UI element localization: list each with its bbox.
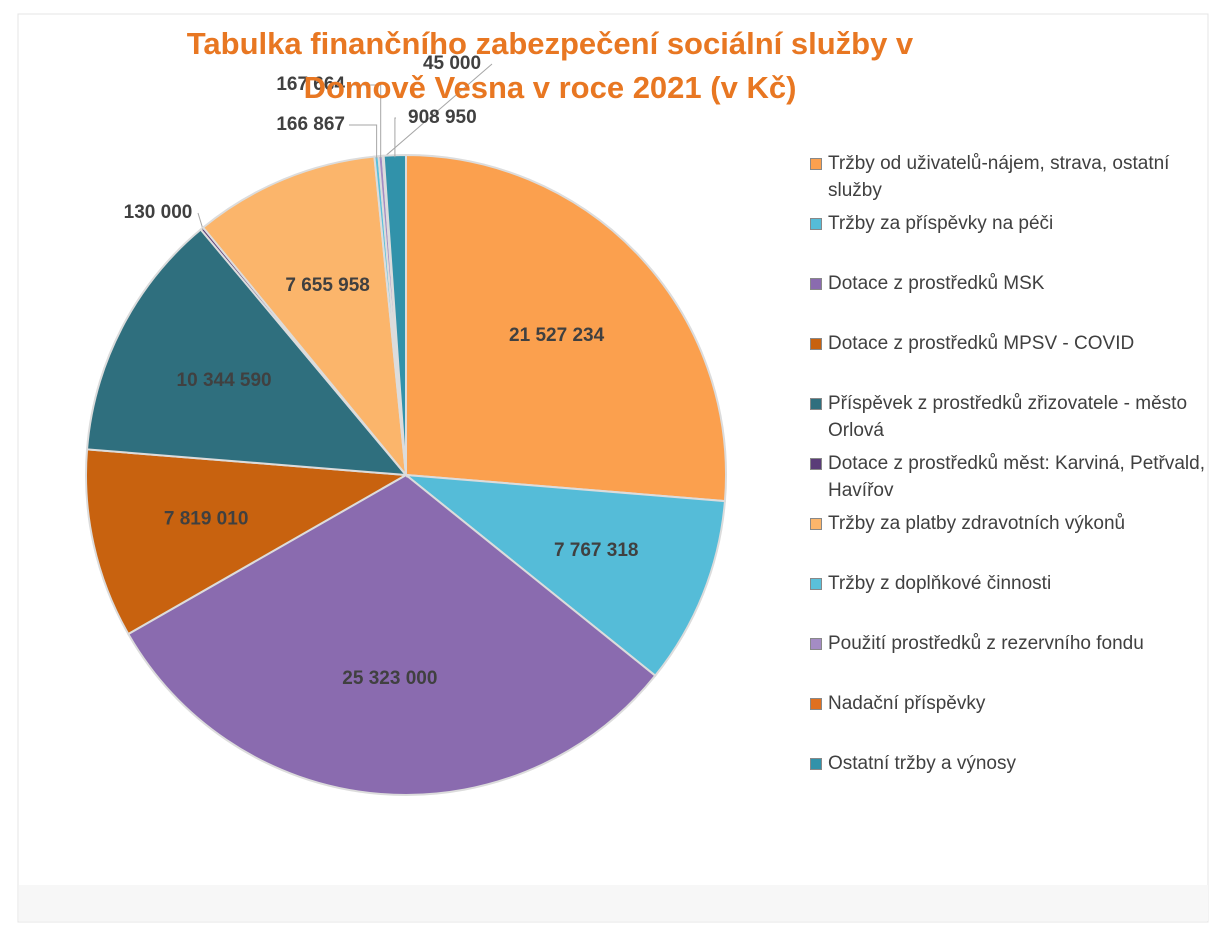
legend-item: Dotace z prostředků MSK: [808, 270, 1208, 330]
data-label: 7 655 958: [285, 275, 370, 296]
data-label: 21 527 234: [509, 325, 605, 346]
leader-line: [394, 117, 396, 158]
frame: [17, 13, 1209, 923]
data-label: 25 323 000: [342, 668, 437, 689]
legend-label: Příspěvek z prostředků zřizovatele - měs…: [828, 393, 1188, 441]
data-label: 166 867: [276, 114, 345, 135]
legend-item: Tržby z doplňkové činnosti: [808, 570, 1208, 630]
data-label: 7 819 010: [164, 509, 249, 530]
legend-label: Dotace z prostředků měst: Karviná, Petřv…: [828, 453, 1205, 501]
legend-swatch: [810, 638, 822, 650]
data-label: 10 344 590: [177, 370, 272, 391]
legend-item: Ostatní tržby a výnosy: [808, 750, 1208, 810]
legend-label: Ostatní tržby a výnosy: [828, 753, 1016, 774]
legend-item: Dotace z prostředků měst: Karviná, Petřv…: [808, 450, 1208, 510]
legend-label: Tržby od uživatelů-nájem, strava, ostatn…: [828, 153, 1170, 201]
footer-band: [19, 885, 1208, 921]
legend-swatch: [810, 578, 822, 590]
legend-item: Tržby za platby zdravotních výkonů: [808, 510, 1208, 570]
legend-label: Tržby za příspěvky na péči: [828, 213, 1054, 234]
pie-slice: [126, 473, 657, 796]
data-label: 167 664: [276, 74, 345, 95]
legend-label: Tržby za platby zdravotních výkonů: [828, 513, 1126, 534]
legend-item: Tržby za příspěvky na péči: [808, 210, 1208, 270]
pie: 21 527 234 7 767 318 25 323 000 7 819 010 10…: [85, 53, 727, 796]
legend-swatch: [810, 218, 822, 230]
legend-item: Tržby od uživatelů-nájem, strava, ostatn…: [808, 150, 1208, 210]
data-label: 130 000: [124, 202, 193, 223]
legend-swatch: [810, 398, 822, 410]
pie-slice: [405, 153, 727, 503]
data-label: 908 950: [408, 107, 477, 128]
legend-item: Použití prostředků z rezervního fondu: [808, 630, 1208, 690]
legend-label: Tržby z doplňkové činnosti: [828, 573, 1052, 594]
legend-label: Dotace z prostředků MSK: [828, 273, 1045, 294]
legend-swatch: [810, 698, 822, 710]
data-label: 7 767 318: [554, 540, 639, 561]
pie-slice: [85, 228, 409, 477]
legend-item: Příspěvek z prostředků zřizovatele - měs…: [808, 390, 1208, 450]
pie-slice: [402, 473, 727, 678]
legend-swatch: [810, 338, 822, 350]
legend-swatch: [810, 158, 822, 170]
legend-label: Dotace z prostředků MPSV - COVID: [828, 333, 1135, 354]
chart-title: Tabulka finančního zabezpečení sociální …: [186, 26, 914, 105]
legend-label: Nadační příspěvky: [828, 693, 986, 714]
pie-slice: [85, 448, 410, 636]
legend-swatch: [810, 758, 822, 770]
leader-line: [349, 124, 378, 159]
leader-line: [349, 84, 382, 159]
leader-line: [382, 63, 493, 159]
data-label: 45 000: [423, 53, 481, 74]
legend-swatch: [810, 458, 822, 470]
pie-slice: [201, 155, 408, 479]
legend-swatch: [810, 518, 822, 530]
legend-item: Dotace z prostředků MPSV - COVID: [808, 330, 1208, 390]
legend-item: Nadační příspěvky: [808, 690, 1208, 750]
legend-swatch: [810, 278, 822, 290]
legend: Tržby od uživatelů-nájem, strava, ostatn…: [808, 150, 1208, 810]
legend-label: Použití prostředků z rezervního fondu: [828, 633, 1144, 654]
